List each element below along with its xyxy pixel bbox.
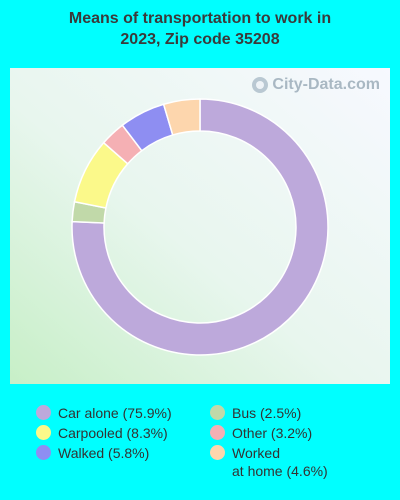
legend-item: Walked (5.8%) (36, 444, 149, 462)
legend-label: Walked (5.8%) (58, 445, 150, 461)
legend-swatch (210, 405, 225, 420)
legend-item: Bus (2.5%) (210, 404, 301, 422)
legend-label: Car alone (75.9%) (58, 405, 172, 421)
donut-slice (162, 98, 201, 136)
plot-area: City-Data.com (10, 68, 390, 384)
legend-swatch (36, 405, 51, 420)
legend-swatch (210, 445, 225, 460)
legend-swatch (210, 425, 225, 440)
city-data-logo-icon (252, 77, 269, 93)
legend-item: Carpooled (8.3%) (36, 424, 168, 442)
legend-label: Other (3.2%) (232, 425, 313, 441)
legend-label: Bus (2.5%) (232, 405, 302, 421)
donut-chart (71, 98, 329, 356)
legend-item: Worked at home (4.6%) (210, 444, 328, 480)
legend-label: Carpooled (8.3%) (58, 425, 168, 441)
watermark: City-Data.com (252, 76, 380, 94)
chart-title: Means of transportation to work in 2023,… (68, 10, 332, 48)
legend-item: Other (3.2%) (210, 424, 312, 442)
legend: Car alone (75.9%) Bus (2.5%) Carpooled (8.… (0, 402, 400, 492)
watermark-text: City-Data.com (272, 76, 380, 93)
legend-label: Worked at home (4.6%) (232, 445, 328, 479)
legend-swatch (36, 445, 51, 460)
donut-slice (71, 98, 329, 356)
legend-swatch (36, 425, 51, 440)
legend-item: Car alone (75.9%) (36, 404, 172, 422)
